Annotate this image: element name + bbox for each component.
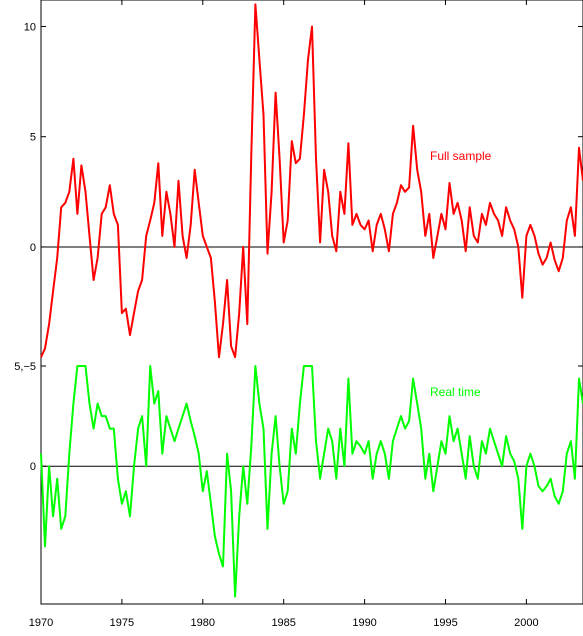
x-tick-label: 1975	[110, 617, 134, 629]
y-tick-label: 0	[30, 461, 36, 473]
x-tick-label: 1970	[29, 617, 53, 629]
plot-area	[40, 0, 583, 605]
y-tick-label: 10	[24, 21, 36, 33]
series-label: Full sample	[430, 149, 492, 163]
x-tick-label: 1990	[352, 617, 376, 629]
plot-frame	[40, 0, 583, 605]
x-tick-label: 1985	[271, 617, 295, 629]
y-tick-label: 5	[30, 132, 36, 144]
x-tick-label: 2000	[514, 617, 538, 629]
series-line-full-sample	[40, 3, 583, 359]
tick-layer	[40, 0, 583, 604]
x-tick-label: 1995	[433, 617, 457, 629]
y-tick-label-boundary: 5,−5	[14, 361, 36, 373]
y-tick-label: 0	[30, 242, 36, 254]
series-layer	[40, 3, 583, 598]
x-tick-label: 1980	[191, 617, 215, 629]
series-label: Real time	[430, 385, 481, 399]
label-layer: 1970 1975 1980 1985 1990 1995 2000 10 5 0 5,−5 Full…	[14, 21, 538, 629]
series-line-real-time	[40, 365, 583, 598]
